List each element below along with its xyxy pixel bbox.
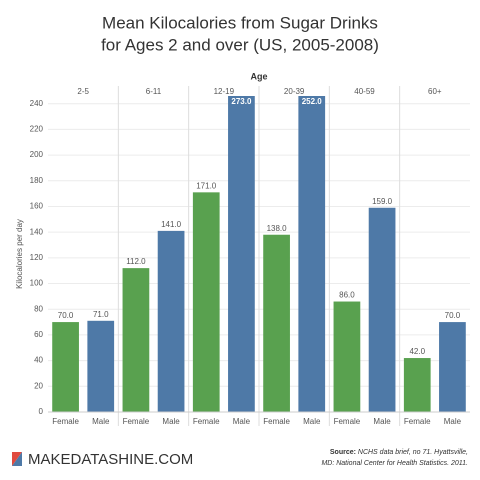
x-tick-label: Female — [263, 417, 290, 426]
facet-header: 6-11 — [146, 87, 162, 96]
bar — [228, 96, 255, 412]
bar — [122, 268, 150, 412]
y-tick-label: 20 — [34, 381, 43, 390]
y-tick-label: 160 — [30, 202, 44, 211]
bar — [52, 322, 79, 412]
bar — [87, 320, 115, 412]
bar — [298, 96, 326, 412]
bar — [403, 358, 431, 412]
facet-label: Age — [250, 71, 267, 81]
x-tick-label: Female — [123, 417, 150, 426]
x-tick-label: Female — [52, 417, 79, 426]
x-tick-label: Male — [162, 417, 180, 426]
value-label: 86.0 — [339, 291, 355, 300]
x-tick-label: Male — [444, 417, 462, 426]
bar — [157, 230, 185, 412]
y-tick-label: 140 — [30, 227, 44, 236]
bar — [192, 192, 220, 412]
facet-header: 60+ — [428, 87, 442, 96]
y-tick-label: 40 — [34, 356, 43, 365]
facet-header: 20-39 — [284, 87, 305, 96]
value-label: 112.0 — [126, 257, 146, 266]
x-tick-label: Female — [334, 417, 361, 426]
y-tick-label: 200 — [30, 150, 44, 159]
facet-header: 40-59 — [354, 87, 375, 96]
source-line: MD: National Center for Health Statistic… — [321, 460, 468, 467]
value-label: 70.0 — [58, 311, 74, 320]
bar — [263, 234, 290, 412]
y-tick-label: 100 — [30, 279, 44, 288]
value-label: 252.0 — [302, 97, 323, 106]
value-label: 71.0 — [93, 310, 109, 319]
value-label: 273.0 — [231, 97, 252, 106]
y-tick-label: 180 — [30, 176, 44, 185]
facet-header: 12-19 — [214, 87, 235, 96]
bar — [333, 301, 361, 412]
value-label: 70.0 — [445, 311, 461, 320]
value-label: 159.0 — [372, 197, 393, 206]
y-tick-label: 60 — [34, 330, 43, 339]
value-label: 171.0 — [196, 181, 217, 190]
x-tick-label: Male — [373, 417, 391, 426]
value-label: 138.0 — [267, 224, 288, 233]
y-tick-label: 0 — [39, 407, 44, 416]
brand: MAKEDATASHINE.COM — [28, 451, 193, 468]
plot: 0 20 40 60 80 100 120 140 160 180 200 220 240 2-5 70.0… — [30, 86, 470, 426]
y-tick-label: 220 — [30, 125, 44, 134]
x-tick-label: Male — [233, 417, 251, 426]
value-label: 141.0 — [161, 220, 182, 229]
brand-logo — [12, 452, 22, 466]
x-tick-label: Male — [92, 417, 110, 426]
x-tick-label: Female — [193, 417, 220, 426]
chart-title: for Ages 2 and over (US, 2005-2008) — [101, 35, 379, 54]
x-tick-label: Male — [303, 417, 321, 426]
x-tick-label: Female — [404, 417, 431, 426]
y-tick-label: 120 — [30, 253, 44, 262]
source-line: NCHS data brief, no 71. Hyattsville, — [358, 449, 468, 456]
y-tick-label: 80 — [34, 304, 43, 313]
y-axis-label: Kilocalories per day — [15, 219, 24, 289]
value-label: 42.0 — [409, 347, 425, 356]
chart-title: Mean Kilocalories from Sugar Drinks — [102, 13, 378, 32]
bars — [52, 96, 466, 412]
y-tick-label: 240 — [30, 99, 44, 108]
source: Source: NCHS data brief, no 71. Hyattsvi… — [330, 449, 468, 456]
bar — [439, 322, 466, 412]
facet-header: 2-5 — [77, 87, 89, 96]
bar — [368, 207, 396, 412]
source-label: Source: — [330, 449, 356, 456]
